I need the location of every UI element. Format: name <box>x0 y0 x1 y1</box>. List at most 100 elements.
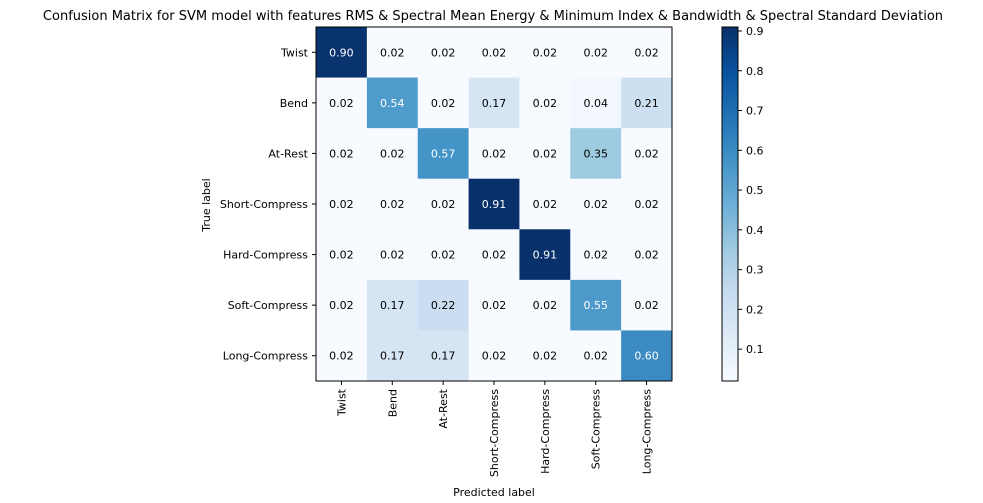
cell-value-label: 0.02 <box>329 147 354 160</box>
cell-value-label: 0.02 <box>329 97 354 110</box>
cell-value-labels: 0.90 0.02 0.02 0.02 0.02 0.02 0.02 0.02 0.54 0.02… <box>329 46 659 362</box>
heatmap-cell <box>417 27 470 79</box>
cell-value-label: 0.02 <box>533 350 558 363</box>
cell-value-label: 0.35 <box>583 147 608 160</box>
cell-value-label: 0.02 <box>583 198 608 211</box>
cell-value-label: 0.02 <box>583 350 608 363</box>
chart-title: Confusion Matrix for SVM model with feat… <box>43 9 943 24</box>
heatmap-cell <box>519 330 571 382</box>
heatmap-cell <box>468 128 520 180</box>
cell-value-label: 0.54 <box>380 97 405 110</box>
x-axis-ticks: Twist Bend At-Rest Short-Compress Hard-Compr… <box>335 381 654 477</box>
heatmap-cell <box>316 279 368 331</box>
cell-value-label: 0.02 <box>482 299 507 312</box>
cell-value-label: 0.02 <box>329 249 354 262</box>
cell-value-label: 0.22 <box>431 299 456 312</box>
cell-value-label: 0.02 <box>329 350 354 363</box>
y-tick-label: Bend <box>280 97 308 110</box>
heatmap-cell <box>519 279 571 331</box>
cell-value-label: 0.02 <box>634 147 659 160</box>
heatmap-cell <box>570 27 622 79</box>
heatmap-cell <box>316 128 368 180</box>
cell-value-label: 0.02 <box>380 46 405 59</box>
heatmap-cell <box>519 178 571 230</box>
cell-value-label: 0.02 <box>482 249 507 262</box>
heatmap-cell <box>621 77 673 129</box>
cell-value-label: 0.17 <box>380 350 405 363</box>
x-tick-label: Hard-Compress <box>539 389 552 474</box>
x-tick-label: Soft-Compress <box>590 389 603 470</box>
colorbar-ticks: 0.1 0.2 0.3 0.4 0.5 0.6 0.7 0.8 0.9 <box>738 25 764 356</box>
colorbar-tick-label: 0.3 <box>746 264 764 277</box>
cell-value-label: 0.02 <box>583 249 608 262</box>
cell-value-label: 0.91 <box>533 249 558 262</box>
heatmap-cell <box>316 27 368 79</box>
heatmap-cell <box>366 330 419 382</box>
cell-value-label: 0.02 <box>533 299 558 312</box>
cell-value-label: 0.02 <box>431 97 456 110</box>
heatmap-cell <box>366 279 419 331</box>
heatmap-cell <box>570 128 622 180</box>
cell-value-label: 0.91 <box>482 198 507 211</box>
colorbar-tick-label: 0.9 <box>746 25 764 38</box>
colorbar-tick-label: 0.6 <box>746 144 764 157</box>
colorbar-tick-label: 0.5 <box>746 184 764 197</box>
heatmap-cell <box>621 330 673 382</box>
colorbar-tick-label: 0.2 <box>746 303 764 316</box>
heatmap-cell <box>316 229 368 281</box>
cell-value-label: 0.02 <box>533 147 558 160</box>
heatmap-cell <box>417 178 470 230</box>
heatmap-cell <box>366 128 419 180</box>
heatmap-cell <box>468 330 520 382</box>
heatmap-cell <box>570 330 622 382</box>
heatmap-cell <box>570 229 622 281</box>
x-axis-label: Predicted label <box>453 486 535 499</box>
cell-value-label: 0.21 <box>634 97 659 110</box>
cell-value-label: 0.02 <box>533 198 558 211</box>
colorbar <box>721 26 739 382</box>
y-tick-label: At-Rest <box>268 147 308 160</box>
cell-value-label: 0.17 <box>431 350 456 363</box>
heatmap-cell <box>468 178 520 230</box>
x-tick-label: Bend <box>386 389 399 417</box>
heatmap-cell <box>417 279 470 331</box>
cell-value-label: 0.02 <box>482 350 507 363</box>
colorbar-tick-label: 0.1 <box>746 343 764 356</box>
heatmap-cell <box>519 77 571 129</box>
cell-value-label: 0.55 <box>583 299 608 312</box>
cell-value-label: 0.02 <box>533 97 558 110</box>
heatmap-cell <box>316 178 368 230</box>
heatmap-cell <box>316 330 368 382</box>
y-tick-label: Short-Compress <box>220 198 308 211</box>
y-tick-label: Hard-Compress <box>223 249 308 262</box>
cell-value-label: 0.02 <box>329 198 354 211</box>
cell-value-label: 0.04 <box>583 97 608 110</box>
y-axis-label: True label <box>200 178 213 232</box>
heatmap-cell <box>570 279 622 331</box>
cell-value-label: 0.02 <box>583 46 608 59</box>
heatmap-cell <box>519 128 571 180</box>
heatmap-cell <box>417 128 470 180</box>
heatmap-cell <box>468 229 520 281</box>
heatmap-cells <box>316 27 673 382</box>
colorbar-tick-label: 0.4 <box>746 224 764 237</box>
heatmap-cell <box>366 178 419 230</box>
heatmap-cell <box>366 77 419 129</box>
cell-value-label: 0.17 <box>380 299 405 312</box>
cell-value-label: 0.02 <box>329 299 354 312</box>
heatmap-cell <box>417 229 470 281</box>
heatmap-cell <box>366 27 419 79</box>
heatmap-cell <box>570 77 622 129</box>
cell-value-label: 0.02 <box>482 147 507 160</box>
cell-value-label: 0.17 <box>482 97 507 110</box>
colorbar-tick-label: 0.7 <box>746 105 764 118</box>
heatmap-cell <box>621 178 673 230</box>
x-tick-label: Short-Compress <box>488 389 501 477</box>
x-tick-label: Twist <box>335 388 348 417</box>
cell-value-label: 0.02 <box>431 249 456 262</box>
cell-value-label: 0.02 <box>634 198 659 211</box>
heatmap-cell <box>366 229 419 281</box>
heatmap-cell <box>621 229 673 281</box>
heatmap-cell <box>417 330 470 382</box>
